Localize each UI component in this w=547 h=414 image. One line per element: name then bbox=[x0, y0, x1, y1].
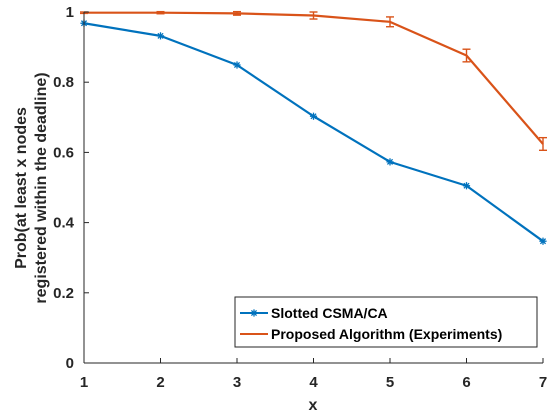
error-bar-1-2 bbox=[233, 10, 241, 16]
data-point-0-4-stroke-d2 bbox=[386, 158, 394, 165]
x-tick-label-0: 1 bbox=[80, 374, 88, 391]
x-tick-label-3: 4 bbox=[309, 374, 318, 391]
x-tick-label-5: 6 bbox=[462, 374, 470, 391]
data-point-0-1 bbox=[156, 32, 165, 40]
error-bar-1-4 bbox=[386, 16, 394, 28]
error-bar-1-5 bbox=[462, 48, 471, 63]
legend-marker-asterisk-stroke-d2 bbox=[250, 309, 258, 317]
y-tick-label-0: 0 bbox=[66, 355, 74, 372]
x-tick-label-2: 3 bbox=[233, 374, 241, 391]
data-point-0-3 bbox=[309, 112, 318, 120]
y-axis-title-line-2: registered within the deadline) bbox=[33, 72, 50, 303]
error-bar-1-6 bbox=[539, 136, 547, 151]
series-0 bbox=[80, 19, 547, 245]
y-tick-label-1: 0.2 bbox=[53, 285, 74, 302]
data-point-0-6 bbox=[539, 237, 547, 245]
data-point-0-1-stroke-d2 bbox=[157, 32, 164, 39]
data-point-0-5-stroke-d2 bbox=[463, 182, 470, 189]
legend: Slotted CSMA/CA Proposed Algorithm (Expe… bbox=[234, 296, 538, 348]
legend-marker-asterisk bbox=[250, 309, 258, 317]
data-point-0-5 bbox=[462, 182, 471, 190]
series-1 bbox=[80, 10, 547, 151]
error-bar-1-1 bbox=[156, 10, 165, 15]
axes-layer: 1 2 3 4 5 6 7 0 0.2 0.4 0.6 0.8 1 bbox=[53, 4, 547, 391]
data-point-0-6-stroke-d2 bbox=[539, 238, 547, 245]
data-point-0-2-stroke-d2 bbox=[233, 61, 241, 69]
x-tick-label-1: 2 bbox=[156, 374, 164, 391]
error-bar-1-3 bbox=[309, 11, 318, 20]
legend-box bbox=[234, 296, 538, 348]
legend-label-proposed: Proposed Algorithm (Experiments) bbox=[271, 326, 502, 342]
data-point-0-2 bbox=[233, 61, 241, 69]
series-layer bbox=[80, 10, 547, 245]
legend-label-slotted: Slotted CSMA/CA bbox=[271, 305, 388, 321]
y-tick-label-5: 1 bbox=[66, 4, 74, 21]
y-axis-title-line-1: Prob(at least x nodes bbox=[13, 107, 30, 269]
legend-marker-slotted bbox=[250, 309, 258, 317]
y-tick-label-2: 0.4 bbox=[53, 215, 75, 232]
data-point-0-3-stroke-d2 bbox=[310, 113, 317, 120]
y-tick-label-4: 0.8 bbox=[53, 74, 74, 91]
x-tick-label-4: 5 bbox=[386, 374, 394, 391]
data-point-0-4 bbox=[386, 158, 394, 166]
series-line-0 bbox=[83, 22, 544, 243]
x-axis-title: x bbox=[309, 397, 318, 414]
series-line-1 bbox=[84, 11, 544, 145]
x-tick-label-6: 7 bbox=[539, 374, 547, 391]
y-tick-label-3: 0.6 bbox=[53, 144, 74, 161]
